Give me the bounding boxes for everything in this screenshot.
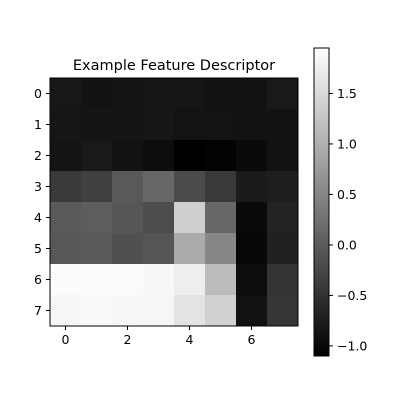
- heatmap-cell-r1-c3: [143, 109, 175, 141]
- heatmap-cell-r7-c2: [112, 295, 144, 327]
- heatmap-cell-r2-c5: [205, 140, 237, 172]
- heatmap-cell-r6-c0: [50, 264, 82, 296]
- heatmap-cell-r2-c0: [50, 140, 82, 172]
- heatmap-cell-r0-c6: [236, 78, 268, 110]
- y-tick-label: 6: [34, 272, 42, 287]
- heatmap-cell-r3-c1: [81, 171, 113, 203]
- colorbar-tick-label: −0.5: [337, 288, 367, 303]
- heatmap-cell-r0-c4: [174, 78, 206, 110]
- y-tick-label: 1: [34, 117, 42, 132]
- heatmap-cell-r7-c4: [174, 295, 206, 327]
- y-tick-label: 3: [34, 179, 42, 194]
- heatmap-cell-r7-c6: [236, 295, 268, 327]
- heatmap-cell-r6-c2: [112, 264, 144, 296]
- heatmap-cell-r1-c0: [50, 109, 82, 141]
- heatmap-cell-r3-c3: [143, 171, 175, 203]
- heatmap-cell-r5-c5: [205, 233, 237, 265]
- heatmap-cell-r6-c6: [236, 264, 268, 296]
- heatmap-cell-r3-c2: [112, 171, 144, 203]
- heatmap-cell-r5-c0: [50, 233, 82, 265]
- heatmap-cell-r7-c0: [50, 295, 82, 327]
- heatmap-cell-r4-c3: [143, 202, 175, 234]
- heatmap-cells: [50, 78, 299, 327]
- heatmap-cell-r2-c1: [81, 140, 113, 172]
- colorbar-frame: [313, 47, 330, 357]
- chart-title: Example Feature Descriptor: [73, 58, 275, 74]
- heatmap-cell-r2-c6: [236, 140, 268, 172]
- heatmap-cell-r4-c7: [267, 202, 299, 234]
- colorbar-tick-label: 0.0: [337, 237, 357, 252]
- heatmap-cell-r5-c3: [143, 233, 175, 265]
- heatmap-cell-r7-c5: [205, 295, 237, 327]
- heatmap-cell-r5-c1: [81, 233, 113, 265]
- heatmap-cell-r1-c5: [205, 109, 237, 141]
- heatmap-cell-r5-c6: [236, 233, 268, 265]
- heatmap-cell-r7-c7: [267, 295, 299, 327]
- y-axis: 0 1 2 3 4 5 6 7: [34, 86, 50, 318]
- y-tick-label: 0: [34, 86, 42, 101]
- colorbar-axis: 1.5 1.0 0.5 0.0 −0.5 −1.0: [329, 86, 367, 353]
- heatmap-cell-r4-c4: [174, 202, 206, 234]
- colorbar-tick-label: 1.5: [337, 86, 357, 101]
- heatmap-cell-r3-c7: [267, 171, 299, 203]
- colorbar-tick-label: 0.5: [337, 187, 357, 202]
- x-tick-label: 2: [124, 332, 132, 347]
- heatmap-cell-r0-c3: [143, 78, 175, 110]
- plot-frame: [49, 77, 299, 327]
- heatmap-cell-r4-c1: [81, 202, 113, 234]
- x-axis: 0 2 4 6: [62, 326, 256, 347]
- heatmap-cell-r1-c7: [267, 109, 299, 141]
- heatmap-cell-r0-c2: [112, 78, 144, 110]
- y-tick-label: 2: [34, 148, 42, 163]
- heatmap-cell-r0-c7: [267, 78, 299, 110]
- heatmap-cell-r7-c3: [143, 295, 175, 327]
- heatmap-cell-r3-c6: [236, 171, 268, 203]
- heatmap-cell-r3-c0: [50, 171, 82, 203]
- heatmap-cell-r6-c1: [81, 264, 113, 296]
- y-tick-label: 4: [34, 210, 42, 225]
- y-tick-label: 5: [34, 241, 42, 256]
- x-tick-label: 6: [248, 332, 256, 347]
- heatmap-cell-r2-c4: [174, 140, 206, 172]
- heatmap-cell-r4-c6: [236, 202, 268, 234]
- heatmap-cell-r5-c7: [267, 233, 299, 265]
- heatmap-cell-r7-c1: [81, 295, 113, 327]
- heatmap-cell-r4-c2: [112, 202, 144, 234]
- heatmap-cell-r2-c2: [112, 140, 144, 172]
- heatmap-cell-r1-c4: [174, 109, 206, 141]
- heatmap-cell-r5-c2: [112, 233, 144, 265]
- heatmap-cell-r6-c3: [143, 264, 175, 296]
- heatmap-cell-r6-c7: [267, 264, 299, 296]
- colorbar-tick-label: −1.0: [337, 338, 367, 353]
- heatmap-cell-r0-c0: [50, 78, 82, 110]
- y-tick-label: 7: [34, 303, 42, 318]
- heatmap-cell-r3-c4: [174, 171, 206, 203]
- heatmap-cell-r0-c1: [81, 78, 113, 110]
- x-tick-label: 0: [62, 332, 70, 347]
- heatmap-cell-r6-c4: [174, 264, 206, 296]
- heatmap-cell-r5-c4: [174, 233, 206, 265]
- heatmap-cell-r3-c5: [205, 171, 237, 203]
- heatmap-cell-r1-c6: [236, 109, 268, 141]
- heatmap-cell-r2-c3: [143, 140, 175, 172]
- colorbar-tick-label: 1.0: [337, 136, 357, 151]
- colorbar: [314, 48, 329, 356]
- heatmap-cell-r1-c2: [112, 109, 144, 141]
- heatmap-cell-r4-c5: [205, 202, 237, 234]
- heatmap-cell-r2-c7: [267, 140, 299, 172]
- x-tick-label: 4: [186, 332, 194, 347]
- heatmap-cell-r6-c5: [205, 264, 237, 296]
- heatmap-cell-r0-c5: [205, 78, 237, 110]
- heatmap-cell-r4-c0: [50, 202, 82, 234]
- heatmap-cell-r1-c1: [81, 109, 113, 141]
